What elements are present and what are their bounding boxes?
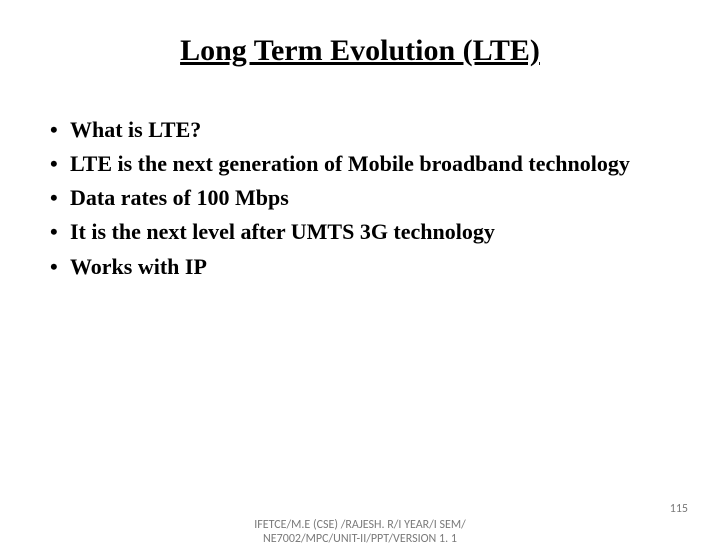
slide-title: Long Term Evolution (LTE): [44, 34, 676, 68]
footer-center: IFETCE/M.E (CSE) /RAJESH. R/I YEAR/I SEM…: [254, 518, 466, 547]
page-number: 115: [670, 502, 688, 516]
footer-line-1: IFETCE/M.E (CSE) /RAJESH. R/I YEAR/I SEM…: [254, 518, 466, 532]
bullet-list: What is LTE? LTE is the next generation …: [44, 116, 676, 281]
list-item: What is LTE?: [44, 116, 676, 144]
list-item: Data rates of 100 Mbps: [44, 184, 676, 212]
list-item: Works with IP: [44, 253, 676, 281]
slide: Long Term Evolution (LTE) What is LTE? L…: [0, 0, 720, 540]
list-item: LTE is the next generation of Mobile bro…: [44, 150, 676, 178]
list-item: It is the next level after UMTS 3G techn…: [44, 218, 676, 246]
